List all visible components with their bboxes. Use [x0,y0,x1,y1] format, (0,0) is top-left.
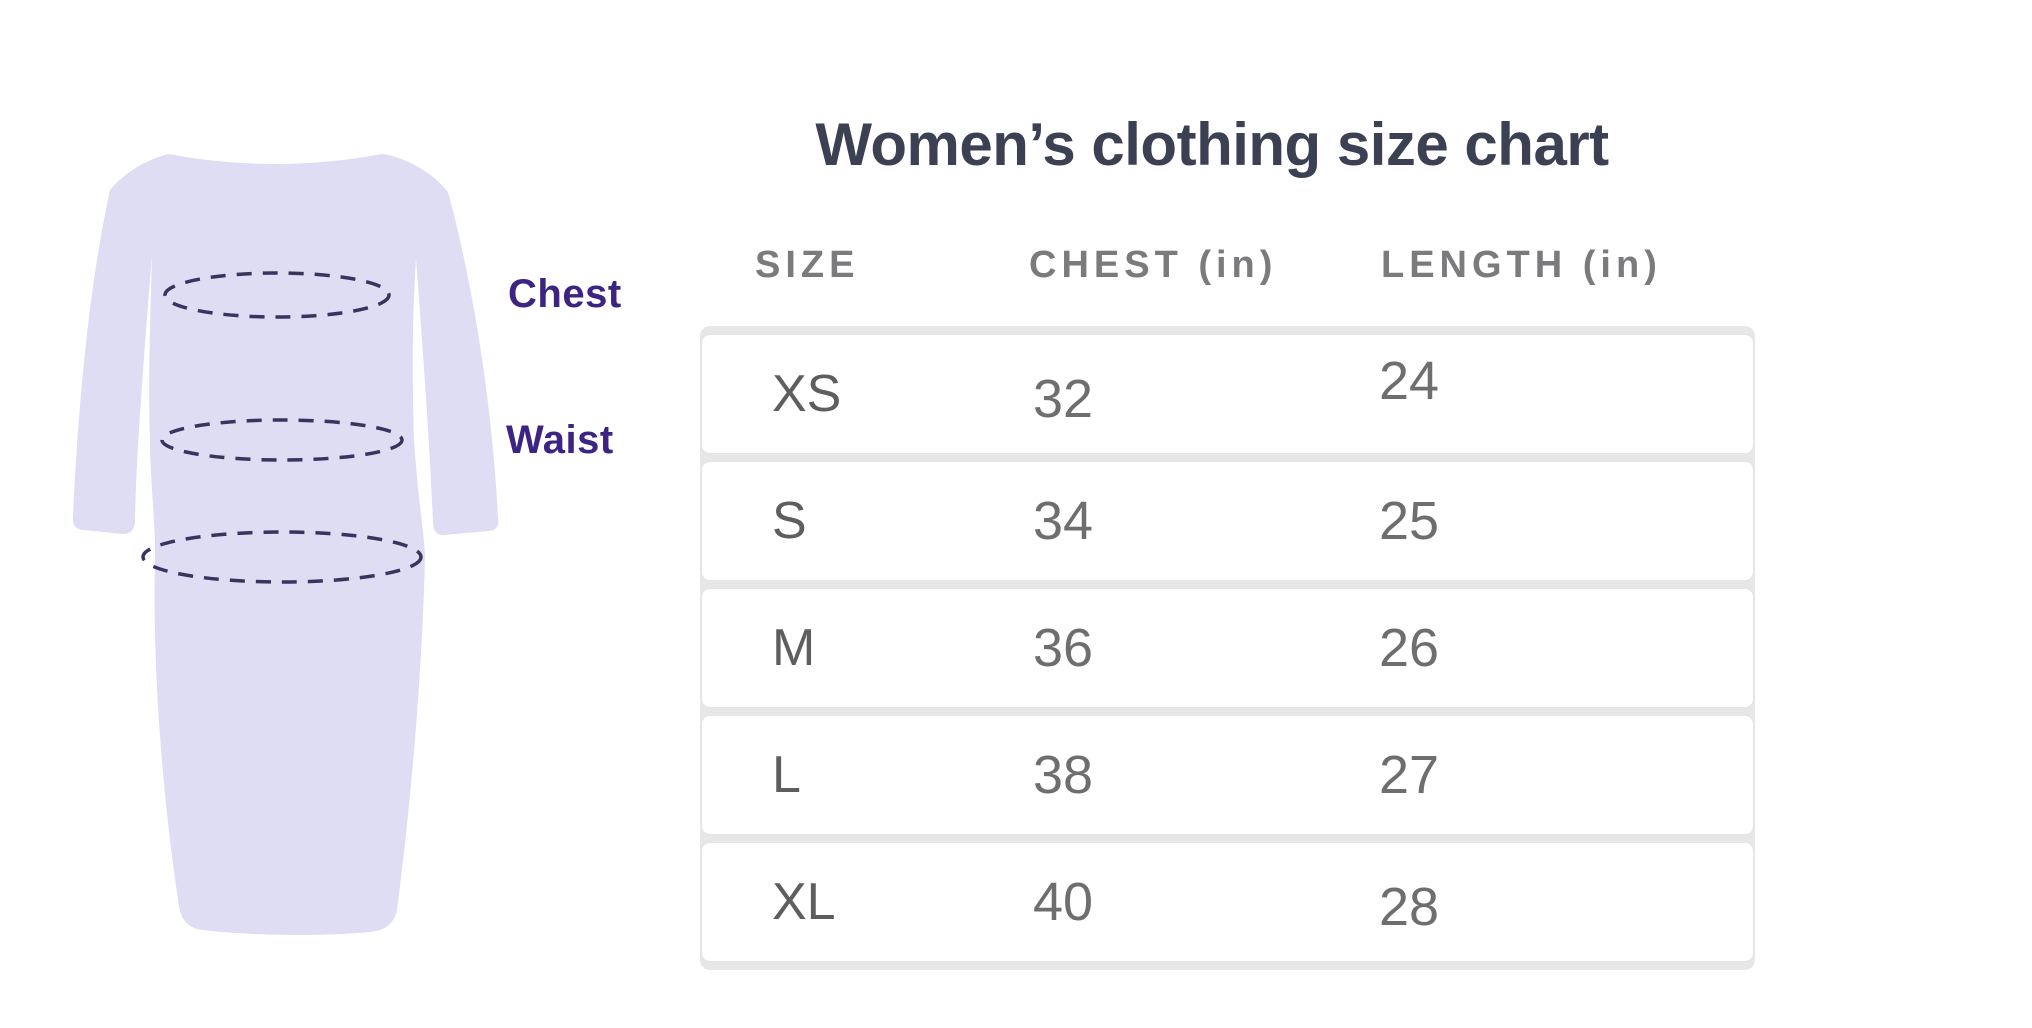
table-row: XS 32 24 [700,333,1755,455]
table-row: M 36 26 [700,587,1755,709]
size-cell: XL [772,873,836,931]
length-cell: 24 [1379,351,1440,411]
dress-silhouette-svg [72,154,499,935]
length-cell: 27 [1379,745,1440,805]
column-header-size: SIZE [755,243,860,286]
table-row: L 38 27 [700,714,1755,836]
column-header-chest: CHEST (in) [1029,243,1278,286]
chest-cell: 40 [1033,872,1094,932]
dress-illustration [60,130,520,970]
chest-cell: 32 [1033,369,1094,429]
size-cell: L [772,746,801,804]
chest-label: Chest [508,272,622,316]
size-cell: XS [772,365,842,423]
length-cell: 28 [1379,877,1440,937]
length-cell: 25 [1379,491,1440,551]
page-title: Women’s clothing size chart [815,111,1609,178]
column-header-length: LENGTH (in) [1381,243,1662,286]
chest-measurement-line [163,271,391,319]
table-header-row: SIZE CHEST (in) LENGTH (in) [700,243,1755,287]
chest-cell: 36 [1033,618,1094,678]
table-row: S 34 25 [700,460,1755,582]
size-cell: M [772,619,816,677]
length-cell: 26 [1379,618,1440,678]
size-table: XS 32 24 S 34 25 M 36 26 L 38 27 XL 40 2… [700,326,1755,970]
size-cell: S [772,492,807,550]
dress-body-shape [72,154,499,935]
hip-measurement-line [141,530,423,584]
waist-measurement-line [160,418,404,462]
waist-label: Waist [506,418,614,462]
table-row: XL 40 28 [700,841,1755,963]
chest-cell: 34 [1033,491,1094,551]
chest-cell: 38 [1033,745,1094,805]
